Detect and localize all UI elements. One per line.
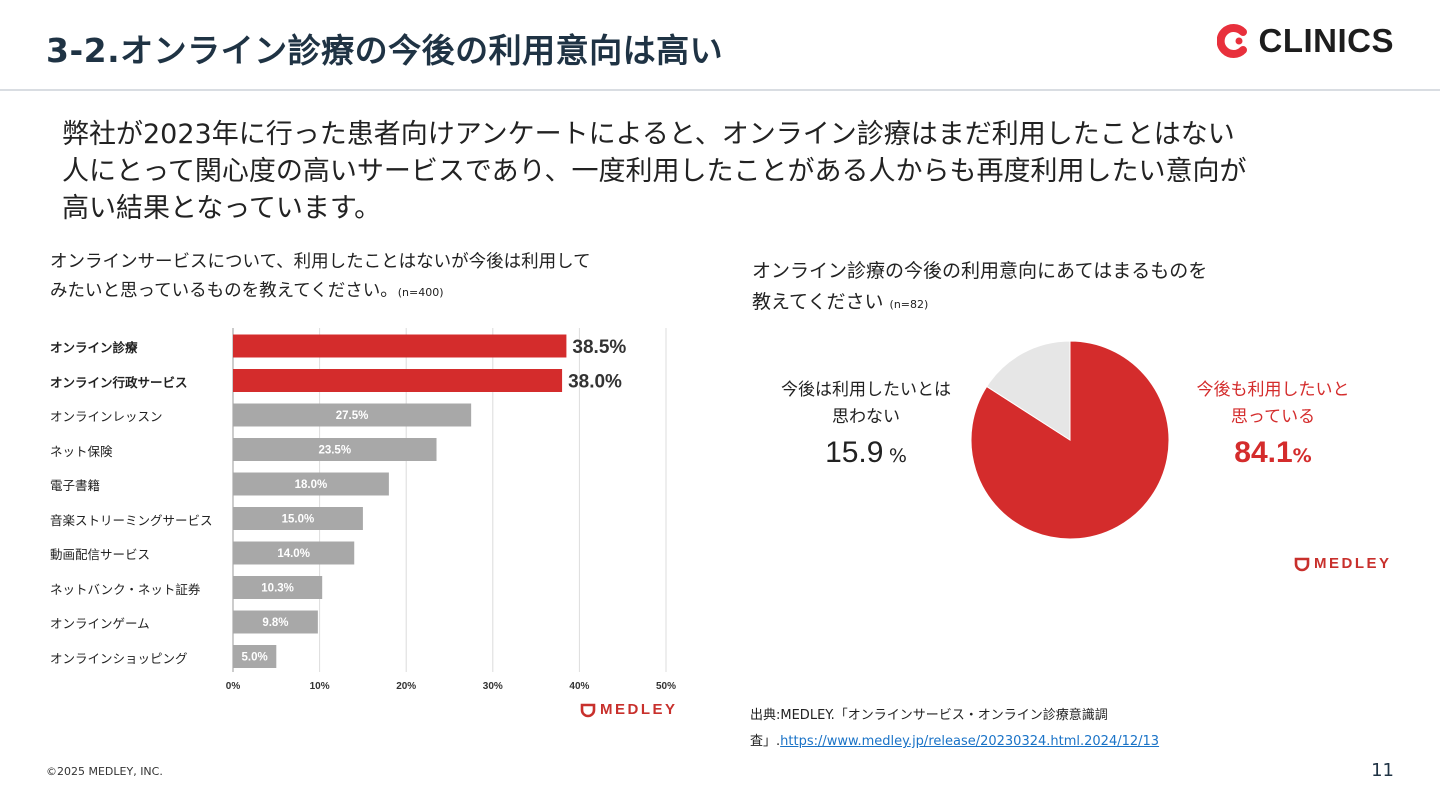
bar-chart-bar — [233, 403, 472, 427]
pie-chart-question: オンライン診療の今後の利用意向にあてはまるものを 教えてください (n=82) — [752, 256, 1207, 320]
bar-chart-category-label: 動画配信サービス — [50, 547, 151, 562]
bar-chart-bar — [233, 576, 323, 599]
bar-chart-x-tick: 20% — [396, 681, 416, 692]
bar-chart-x-tick: 40% — [569, 681, 589, 692]
bar-chart-question: オンラインサービスについて、利用したことはないが今後は利用して みたいと思ってい… — [50, 248, 591, 307]
bar-chart-bar — [233, 507, 363, 530]
bar-chart-value-label: 5.0% — [242, 652, 268, 664]
clinics-logo-icon — [1216, 24, 1247, 58]
bar-chart-value-label: 14.0% — [277, 548, 310, 560]
bar-chart-question-line-2: みたいと思っているものを教えてください。 — [50, 281, 398, 301]
bar-chart-question-line-1: オンラインサービスについて、利用したことはないが今後は利用して — [50, 252, 591, 272]
bar-chart-value-label: 9.8% — [262, 617, 288, 629]
medley-logo-left: MEDLEY — [580, 701, 678, 718]
medley-logo-text: MEDLEY — [1314, 555, 1392, 572]
bar-chart-value-label: 23.5% — [318, 445, 351, 457]
pie-chart-n-label: (n=82) — [889, 298, 929, 311]
pie-label-no-line-2: 思わない — [832, 407, 900, 427]
pie-label-no: 今後は利用したいとは 思わない 15.9 % — [766, 377, 966, 471]
medley-logo-right: MEDLEY — [1294, 555, 1392, 572]
bar-chart-category-label: オンラインゲーム — [50, 616, 150, 631]
bar-chart-value-label: 10.3% — [261, 583, 294, 595]
pie-chart-question-line-2: 教えてください — [752, 291, 884, 313]
clinics-logo-text: CLINICS — [1258, 22, 1394, 59]
pie-label-yes-line-2: 思っている — [1230, 407, 1316, 427]
pie-label-yes: 今後も利用したいと 思っている 84.1% — [1176, 377, 1370, 471]
pie-value-yes: 84.1 — [1234, 436, 1293, 469]
clinics-logo: CLINICS — [1216, 22, 1395, 60]
pie-value-no: 15.9 — [825, 436, 884, 469]
pie-chart-question-line-1: オンライン診療の今後の利用意向にあてはまるものを — [752, 260, 1208, 282]
pie-pct-sign-yes: % — [1292, 445, 1312, 467]
lead-line-1: 弊社が2023年に行った患者向けアンケートによると、オンライン診療はまだ利用した… — [62, 119, 1235, 150]
medley-logo-icon — [1294, 557, 1310, 571]
bar-chart-x-tick: 50% — [656, 681, 676, 692]
bar-chart-n-label: (n=400) — [397, 286, 444, 299]
bar-chart-bar — [233, 541, 355, 565]
bar-chart-category-label: オンライン行政サービス — [50, 374, 188, 390]
bar-chart-value-label: 18.0% — [295, 479, 328, 491]
bar-chart-value-label: 38.5% — [572, 337, 626, 358]
source-citation: 出典:MEDLEY.「オンラインサービス・オンライン診療意識調 査」.https… — [750, 703, 1159, 755]
lead-paragraph: 弊社が2023年に行った患者向けアンケートによると、オンライン診療はまだ利用した… — [62, 116, 1402, 227]
pie-label-yes-line-1: 今後も利用したいと — [1196, 380, 1350, 400]
pie-chart — [970, 340, 1170, 540]
copyright: ©2025 MEDLEY, INC. — [46, 765, 163, 778]
bar-chart-category-label: オンラインレッスン — [50, 409, 163, 424]
pie-pct-sign-no: % — [888, 445, 907, 467]
bar-chart-x-tick: 10% — [310, 681, 330, 692]
lead-line-3: 高い結果となっています。 — [62, 193, 382, 224]
source-link[interactable]: https://www.medley.jp/release/20230324.h… — [780, 734, 1160, 749]
bar-chart-category-label: 電子書籍 — [50, 478, 101, 493]
pie-chart-slice — [986, 340, 1071, 441]
bar-chart-category-label: オンラインショッピング — [50, 650, 188, 666]
bar-chart-bar — [233, 472, 389, 496]
bar-chart-bar — [233, 334, 567, 358]
header-divider — [0, 89, 1440, 91]
medley-logo-text: MEDLEY — [600, 701, 678, 718]
bar-chart-category-label: 音楽ストリーミングサービス — [50, 512, 213, 528]
pie-label-no-line-1: 今後は利用したいとは — [781, 380, 951, 400]
bar-chart-category-label: ネットバンク・ネット証券 — [50, 581, 201, 597]
bar-chart-bar — [233, 369, 563, 392]
source-line-1: 出典:MEDLEY.「オンラインサービス・オンライン診療意識調 — [750, 708, 1108, 723]
bar-chart-bar — [233, 645, 277, 668]
bar-chart-bar — [233, 610, 318, 634]
page-title: 3-2.オンライン診療の今後の利用意向は高い — [46, 31, 724, 70]
bar-chart-value-label: 15.0% — [282, 514, 315, 526]
bar-chart-x-tick: 0% — [226, 681, 241, 692]
bar-chart-bar — [233, 438, 437, 461]
lead-line-2: 人にとって関心度の高いサービスであり、一度利用したことがある人からも再度利用した… — [62, 156, 1247, 187]
page-number: 11 — [1371, 760, 1394, 781]
bar-chart-category-label: ネット保険 — [50, 443, 113, 459]
bar-chart-value-label: 27.5% — [336, 410, 369, 422]
medley-logo-icon — [580, 703, 596, 717]
bar-chart: 0% 10% 20% 30% 40% 50% 38.5% 38.0% 27.5% 23.5% 18.… — [226, 328, 676, 692]
source-prefix-2: 査」. — [750, 734, 781, 749]
bar-chart-value-label: 38.0% — [568, 372, 622, 393]
bar-chart-x-tick: 30% — [483, 681, 503, 692]
bar-chart-category-label: オンライン診療 — [50, 340, 138, 355]
